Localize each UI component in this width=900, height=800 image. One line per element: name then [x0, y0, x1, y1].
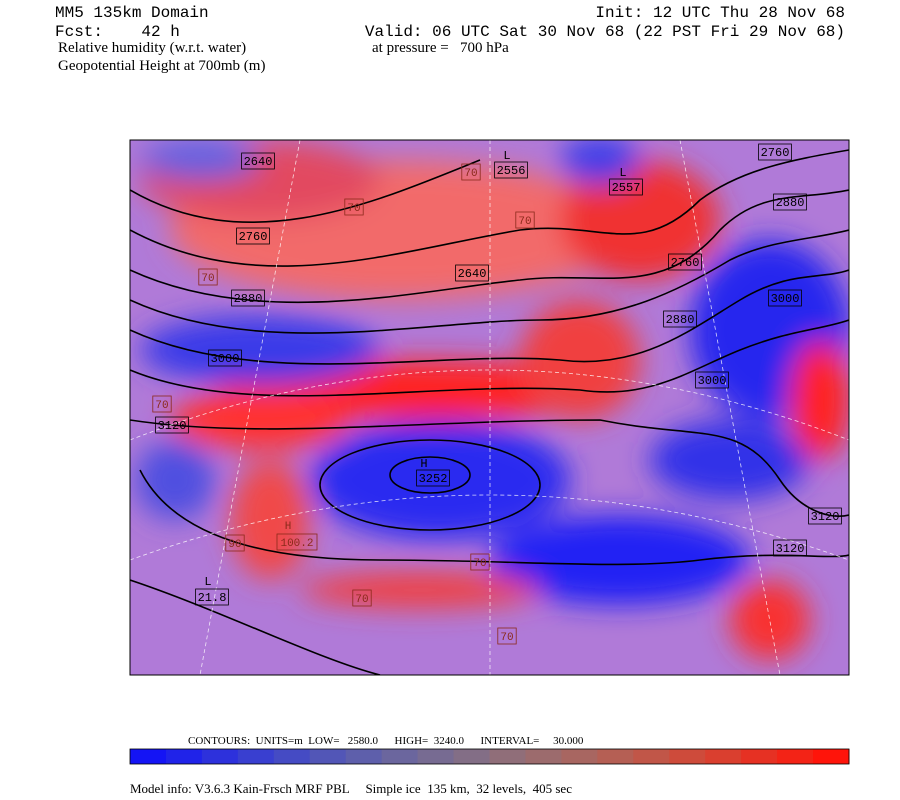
rh-label: 70: [473, 558, 486, 570]
label-box: [352, 589, 372, 607]
height-label: 2640: [244, 155, 273, 169]
color-swatch: [813, 749, 850, 764]
height-label: H: [420, 457, 427, 471]
rh-label: 70: [500, 632, 513, 644]
label-box: [198, 268, 218, 286]
label-box: [773, 539, 807, 557]
label-box: [455, 264, 489, 282]
color-swatch: [381, 749, 419, 764]
height-label: 2880: [666, 313, 695, 327]
rh-label: 100.2: [280, 538, 313, 550]
label-box: [663, 310, 697, 328]
init: Init: 12 UTC Thu 28 Nov 68: [595, 4, 845, 22]
rh-label: 70: [201, 273, 214, 285]
label-box: [773, 193, 807, 211]
height-label: 3252: [419, 472, 448, 486]
field-2: Geopotential Height at 700mb (m): [58, 58, 265, 74]
height-label: 2760: [671, 256, 700, 270]
color-swatch: [741, 749, 778, 764]
height-label: L: [503, 149, 510, 163]
rh-label: H: [285, 521, 292, 533]
label-box: [241, 152, 275, 170]
rh-label: 70: [355, 594, 368, 606]
label-box: [461, 163, 481, 181]
height-label: 2556: [497, 164, 526, 178]
height-label: 2880: [234, 292, 263, 306]
color-swatch: [777, 749, 814, 764]
pressure: at pressure = 700 hPa: [372, 40, 509, 56]
color-swatch: [597, 749, 634, 764]
color-swatch: [705, 749, 742, 764]
color-swatch: [489, 749, 526, 764]
color-swatch: [130, 749, 167, 764]
label-box: [768, 289, 802, 307]
rh-label: 70: [464, 168, 477, 180]
height-label: 3000: [771, 292, 800, 306]
height-label: L: [619, 166, 626, 180]
color-swatch: [165, 749, 203, 764]
height-label: 3120: [811, 510, 840, 524]
label-box: [152, 395, 172, 413]
label-box: [497, 627, 517, 645]
label-box: [195, 588, 229, 606]
height-label: 2760: [761, 146, 790, 160]
height-label: 3120: [776, 542, 805, 556]
label-box: [609, 178, 643, 196]
domain: MM5 135km Domain: [55, 4, 209, 22]
height-label: 2557: [612, 181, 641, 195]
color-swatch: [633, 749, 670, 764]
label-box: [276, 533, 318, 551]
valid: Valid: 06 UTC Sat 30 Nov 68 (22 PST Fri …: [365, 23, 845, 41]
label-box: [668, 253, 702, 271]
height-label: 21.8: [198, 591, 227, 605]
color-swatch: [453, 749, 490, 764]
color-bar: [129, 748, 850, 765]
height-label: L: [204, 575, 211, 589]
rh-label: 70: [518, 216, 531, 228]
label-box: [695, 371, 729, 389]
label-box: [231, 289, 265, 307]
color-swatch: [309, 749, 347, 764]
label-box: [758, 143, 792, 161]
height-label: 2880: [776, 196, 805, 210]
field-1: Relative humidity (w.r.t. water): [58, 40, 246, 56]
label-box: [225, 534, 245, 552]
label-box: [208, 349, 242, 367]
model-info: Model info: V3.6.3 Kain-Frsch MRF PBL Si…: [130, 781, 572, 796]
label-box: [416, 469, 450, 487]
label-box: [515, 211, 535, 229]
height-label: 2640: [458, 267, 487, 281]
color-swatch: [201, 749, 239, 764]
label-box: [470, 553, 490, 571]
color-swatch: [417, 749, 455, 764]
map: [130, 140, 849, 675]
height-label: 2760: [239, 230, 268, 244]
label-box: [344, 198, 364, 216]
label-box: [155, 416, 189, 434]
color-swatch: [345, 749, 383, 764]
height-label: 3000: [211, 352, 240, 366]
height-label: 3000: [698, 374, 727, 388]
contours-info: CONTOURS: UNITS=m LOW= 2580.0 HIGH= 3240…: [188, 735, 584, 747]
color-swatch: [237, 749, 275, 764]
rh-label: 70: [347, 203, 360, 215]
label-box: [236, 227, 270, 245]
color-swatch: [273, 749, 311, 764]
color-swatch: [561, 749, 598, 764]
rh-label: 90: [228, 539, 241, 551]
color-bar-frame: [129, 748, 850, 765]
map-frame: [129, 139, 850, 676]
label-box: [808, 507, 842, 525]
height-label: 3120: [158, 419, 187, 433]
label-box: [494, 161, 528, 179]
rh-label: 70: [155, 400, 168, 412]
fcst: Fcst: 42 h: [55, 23, 180, 41]
color-swatch: [669, 749, 706, 764]
color-swatch: [525, 749, 562, 764]
